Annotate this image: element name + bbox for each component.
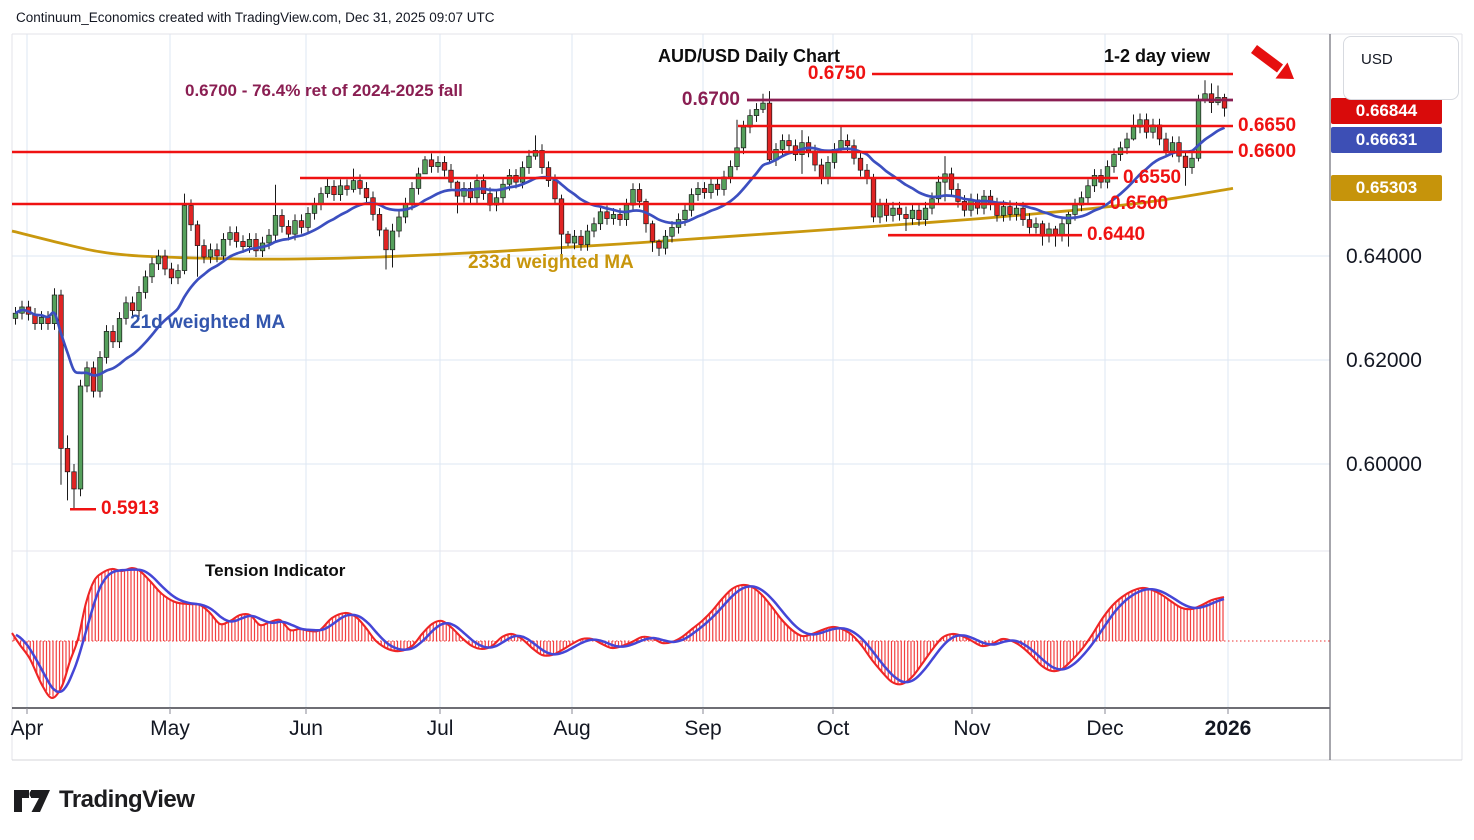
level-label-0-6650: 0.6650 <box>1238 115 1297 136</box>
ma233-label: 233d weighted MA <box>468 252 634 273</box>
tension-indicator-title: Tension Indicator <box>205 561 346 580</box>
ma233-price-badge: 0.65303 <box>1331 175 1442 201</box>
month-label-Jul[interactable]: Jul <box>426 717 454 740</box>
tradingview-logo[interactable]: TradingView <box>14 786 195 814</box>
month-label-Aug[interactable]: Aug <box>553 717 591 740</box>
level-label-0-6440: 0.6440 <box>1087 224 1146 246</box>
level-label-0-6550: 0.6550 <box>1123 167 1182 188</box>
level-label-0-6500: 0.6500 <box>1110 193 1169 214</box>
last-price-badge: 0.66844 <box>1331 98 1442 124</box>
currency-label: USD <box>1361 51 1393 68</box>
y-axis-tick-0-60000: 0.60000 <box>1346 453 1422 476</box>
ma21-price-badge: 0.66631 <box>1331 127 1442 153</box>
candles-layer <box>12 80 1228 510</box>
month-label-Nov[interactable]: Nov <box>953 717 991 740</box>
y-axis-tick-0-62000: 0.62000 <box>1346 349 1422 372</box>
y-axis-tick-0-64000: 0.64000 <box>1346 245 1422 268</box>
currency-box[interactable]: USD <box>1343 36 1459 100</box>
month-label-May[interactable]: May <box>150 717 190 740</box>
tension-indicator-layer <box>11 566 1330 700</box>
month-label-Dec[interactable]: Dec <box>1086 717 1124 740</box>
credit-text: Continuum_Economics created with Trading… <box>16 10 495 25</box>
level-label-0-6600: 0.6600 <box>1238 141 1297 162</box>
ma21-label: 21d weighted MA <box>130 312 286 333</box>
month-label-2026[interactable]: 2026 <box>1204 717 1252 740</box>
month-label-Apr[interactable]: Apr <box>10 717 44 740</box>
grid-layer <box>12 34 1330 708</box>
level-label-0-6700: 0.6700 <box>681 89 740 110</box>
ma233-layer <box>11 187 1234 261</box>
month-label-Jun[interactable]: Jun <box>289 717 323 740</box>
chart-title: AUD/USD Daily Chart <box>658 46 841 66</box>
view-horizon-label: 1-2 day view <box>1104 46 1211 66</box>
ma21-layer <box>14 126 1226 377</box>
month-label-Oct[interactable]: Oct <box>816 717 850 740</box>
bearish-arrow-icon <box>1251 45 1294 79</box>
tradingview-logo-icon <box>14 789 50 812</box>
frame-layer <box>11 33 1463 761</box>
level-label-0-6750: 0.6750 <box>807 63 866 84</box>
levels-layer <box>12 72 1233 511</box>
retracement-annotation: 0.6700 - 76.4% ret of 2024-2025 fall <box>185 81 463 100</box>
tradingview-logo-text: TradingView <box>59 786 195 813</box>
month-label-Sep[interactable]: Sep <box>684 717 722 740</box>
level-label-0-5913: 0.5913 <box>101 498 160 520</box>
